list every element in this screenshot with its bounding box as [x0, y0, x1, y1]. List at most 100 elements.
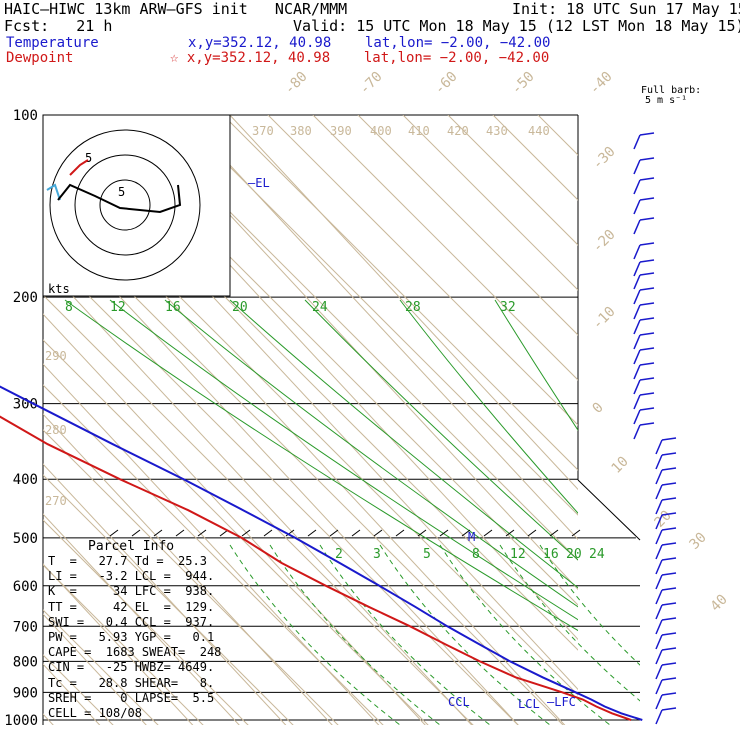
- theta-label: 400: [370, 124, 392, 138]
- barb-key-title: Full barb:: [641, 85, 702, 96]
- theta-label: 430: [486, 124, 508, 138]
- wind-barb: [655, 499, 663, 515]
- isotherm-label: -30: [590, 144, 619, 173]
- hatch-mark: [263, 529, 273, 537]
- isotherm-label: 10: [609, 454, 632, 477]
- theta-label: 270: [45, 494, 67, 508]
- theta-label: 410: [408, 124, 430, 138]
- wind-barb: [655, 439, 663, 455]
- pressure-label: 300: [13, 397, 38, 413]
- mixing-ratio-label: 8: [65, 300, 73, 315]
- moist-adiabat-line: [319, 544, 491, 725]
- wind-barb-flag: [639, 287, 655, 291]
- wind-barb: [633, 409, 641, 425]
- parcel-info-title: Parcel Info: [88, 539, 175, 554]
- wind-barb: [633, 159, 641, 175]
- parcel-info-row: K = 34 LFC = 938.: [48, 584, 215, 599]
- ccl-label: CCL: [448, 695, 470, 709]
- wind-barb-flag: [639, 332, 655, 336]
- wind-barb: [633, 274, 641, 290]
- dewpoint-location: ☆ x,y=352.12, 40.98 lat,lon= −2.00, −42.…: [170, 50, 550, 66]
- moist-adiabat-line: [379, 544, 551, 725]
- mixing-ratio-label: 8: [472, 547, 480, 562]
- mixing-ratio-lines: [64, 299, 578, 632]
- wind-barb-flag: [661, 692, 677, 696]
- wind-barb: [633, 179, 641, 195]
- isotherm-line: [43, 263, 473, 725]
- wind-barb-flag: [639, 392, 655, 396]
- wind-barb: [655, 559, 663, 575]
- plot-right-diagonal: [577, 479, 641, 541]
- isotherm-label: -10: [590, 304, 619, 333]
- valid-time: Valid: 15 UTC Mon 18 May 15 (12 LST Mon …: [293, 17, 740, 35]
- isotherm-line: [43, 513, 240, 725]
- parcel-info-row: PW = 5.93 YGP = 0.1: [48, 630, 215, 645]
- wind-barb-flag: [661, 512, 677, 516]
- hodograph-trace-upper: [46, 183, 61, 201]
- hodograph: kts 5 5: [42, 114, 231, 297]
- wind-barb-flag: [661, 602, 677, 606]
- hatch-mark: [527, 529, 537, 537]
- hatch-mark: [439, 529, 449, 537]
- parcel-info-row: LI = -3.2 LCL = 944.: [48, 569, 215, 584]
- isotherm-label: 20: [652, 508, 675, 531]
- adiabat-line: [43, 609, 159, 725]
- isotherm-line: [43, 613, 147, 725]
- hatch-mark: [417, 529, 427, 537]
- wind-barb: [633, 304, 641, 320]
- mixing-ratio-label: 2: [335, 547, 343, 562]
- isotherm-label: -50: [509, 69, 538, 98]
- adiabat-line: [43, 294, 474, 725]
- parcel-info-row: CELL = 108/08: [48, 706, 142, 721]
- wind-barb: [655, 664, 663, 680]
- hatch-mark: [571, 529, 581, 537]
- mixing-ratio-line: [304, 299, 578, 561]
- hatch-mark: [109, 529, 119, 537]
- forecast-hour: Fcst: 21 h: [4, 17, 113, 35]
- wind-barb: [655, 544, 663, 560]
- wind-barb: [655, 454, 663, 470]
- moist-adiabat-line: [499, 544, 640, 725]
- wind-barb-flag: [661, 557, 677, 561]
- moist-adiabat-line: [539, 544, 640, 725]
- wind-barb: [633, 364, 641, 380]
- moist-adiabat-lines: [229, 544, 640, 725]
- wind-barb-flag: [661, 482, 677, 486]
- wind-barb: [633, 289, 641, 305]
- dewpoint-legend: Dewpoint: [6, 50, 74, 66]
- isotherm-label: 30: [687, 530, 710, 553]
- hatch-mark: [307, 529, 317, 537]
- wind-barb-flag: [661, 452, 677, 456]
- hatch-mark: [373, 529, 383, 537]
- hatch-mark: [549, 529, 559, 537]
- theta-label: 380: [290, 124, 312, 138]
- theta-label: 290: [45, 349, 67, 363]
- wind-barb-flag: [639, 132, 655, 136]
- hodograph-ring: [99, 179, 151, 231]
- temperature-trace: [0, 385, 643, 721]
- hatch-mark: [329, 529, 339, 537]
- wind-barb-flag: [639, 177, 655, 181]
- adiabat-line: [718, 115, 740, 735]
- isotherm-label: -80: [282, 69, 311, 98]
- isotherm-line: [43, 313, 426, 725]
- parcel-info-row: TT = 42 EL = 129.: [48, 599, 215, 614]
- wind-barb-flag: [639, 217, 655, 221]
- isotherm-line: [43, 363, 380, 725]
- el-label: —EL: [248, 176, 270, 190]
- parcel-info-row: CAPE = 1683 SWEAT= 248: [48, 645, 222, 660]
- wind-barb-flag: [661, 437, 677, 441]
- pressure-label: 700: [13, 619, 38, 635]
- mixing-ratio-line: [494, 299, 578, 432]
- mixing-ratio-label: 24: [589, 547, 605, 562]
- wind-barbs: [633, 132, 677, 725]
- adiabat-line: [312, 115, 578, 381]
- parcel-info-rows: T = 27.7 Td = 25.3 LI = -3.2 LCL = 944. K …: [48, 554, 233, 721]
- isotherm-line: [43, 413, 333, 725]
- hatch-mark: [241, 529, 251, 537]
- pressure-label: 400: [13, 472, 38, 488]
- wind-barb: [633, 394, 641, 410]
- theta-label: 440: [528, 124, 550, 138]
- mixing-ratio-line: [164, 299, 578, 608]
- moist-adiabat-line: [439, 544, 611, 725]
